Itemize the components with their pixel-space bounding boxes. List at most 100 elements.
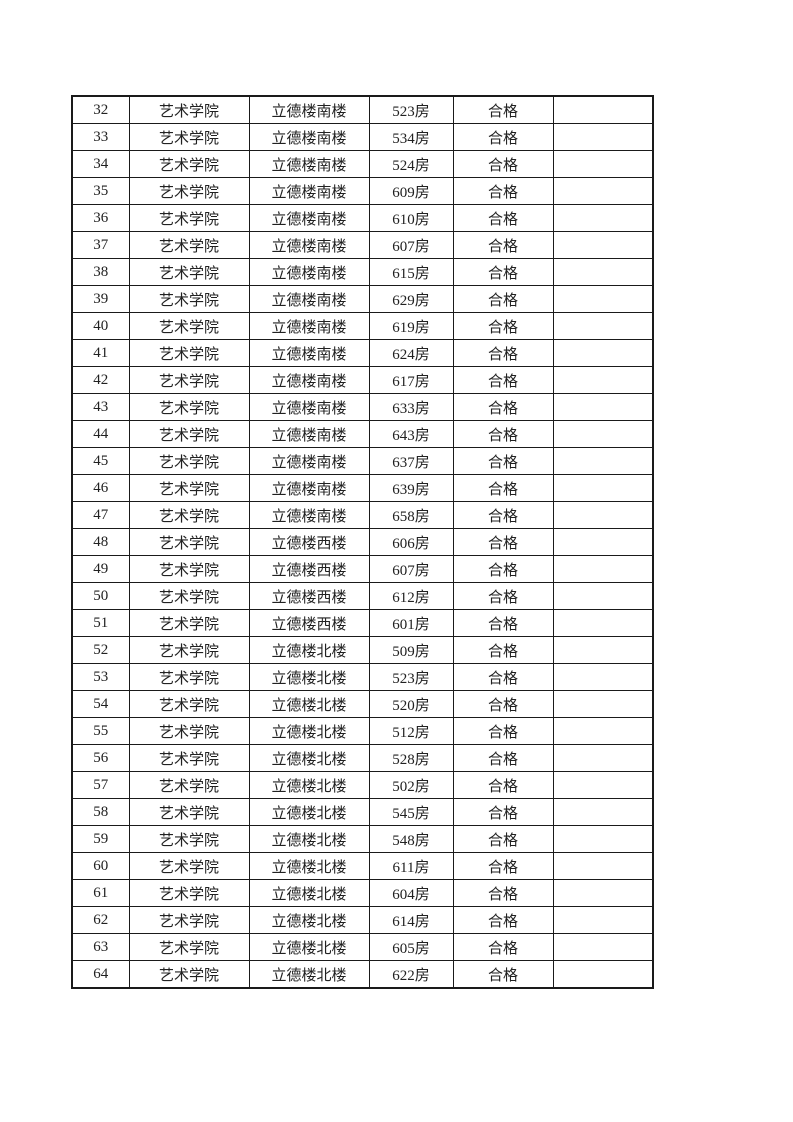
remark-cell [552, 906, 654, 934]
room-cell: 637房 [368, 447, 454, 475]
remark-cell [552, 852, 654, 880]
college-cell: 艺术学院 [128, 690, 250, 718]
building-cell: 立德楼北楼 [248, 771, 370, 799]
row-number-cell: 42 [71, 366, 130, 394]
college-cell: 艺术学院 [128, 771, 250, 799]
row-number-cell: 48 [71, 528, 130, 556]
building-cell: 立德楼北楼 [248, 852, 370, 880]
room-cell: 528房 [368, 744, 454, 772]
result-cell: 合格 [452, 960, 554, 989]
result-cell: 合格 [452, 231, 554, 259]
result-cell: 合格 [452, 204, 554, 232]
table-row: 61 艺术学院 立德楼北楼 604房 合格 [71, 879, 654, 907]
table-row: 38 艺术学院 立德楼南楼 615房 合格 [71, 258, 654, 286]
building-cell: 立德楼北楼 [248, 717, 370, 745]
building-cell: 立德楼北楼 [248, 825, 370, 853]
building-cell: 立德楼南楼 [248, 204, 370, 232]
row-number-cell: 51 [71, 609, 130, 637]
remark-cell [552, 312, 654, 340]
college-cell: 艺术学院 [128, 150, 250, 178]
remark-cell [552, 150, 654, 178]
remark-cell [552, 636, 654, 664]
remark-cell [552, 366, 654, 394]
building-cell: 立德楼南楼 [248, 258, 370, 286]
result-cell: 合格 [452, 771, 554, 799]
row-number-cell: 41 [71, 339, 130, 367]
row-number-cell: 49 [71, 555, 130, 583]
building-cell: 立德楼南楼 [248, 95, 370, 124]
row-number-cell: 55 [71, 717, 130, 745]
remark-cell [552, 339, 654, 367]
result-cell: 合格 [452, 744, 554, 772]
building-cell: 立德楼南楼 [248, 312, 370, 340]
table-row: 64 艺术学院 立德楼北楼 622房 合格 [71, 960, 654, 989]
result-cell: 合格 [452, 933, 554, 961]
building-cell: 立德楼南楼 [248, 393, 370, 421]
result-cell: 合格 [452, 717, 554, 745]
table-row: 34 艺术学院 立德楼南楼 524房 合格 [71, 150, 654, 178]
result-cell: 合格 [452, 312, 554, 340]
table-row: 48 艺术学院 立德楼西楼 606房 合格 [71, 528, 654, 556]
building-cell: 立德楼南楼 [248, 123, 370, 151]
building-cell: 立德楼西楼 [248, 582, 370, 610]
row-number-cell: 53 [71, 663, 130, 691]
building-cell: 立德楼北楼 [248, 933, 370, 961]
building-cell: 立德楼北楼 [248, 663, 370, 691]
building-cell: 立德楼南楼 [248, 231, 370, 259]
table-row: 55 艺术学院 立德楼北楼 512房 合格 [71, 717, 654, 745]
table-row: 54 艺术学院 立德楼北楼 520房 合格 [71, 690, 654, 718]
college-cell: 艺术学院 [128, 420, 250, 448]
room-cell: 609房 [368, 177, 454, 205]
remark-cell [552, 555, 654, 583]
building-cell: 立德楼南楼 [248, 150, 370, 178]
table-row: 51 艺术学院 立德楼西楼 601房 合格 [71, 609, 654, 637]
result-cell: 合格 [452, 393, 554, 421]
college-cell: 艺术学院 [128, 906, 250, 934]
room-cell: 606房 [368, 528, 454, 556]
row-number-cell: 60 [71, 852, 130, 880]
remark-cell [552, 798, 654, 826]
result-cell: 合格 [452, 825, 554, 853]
remark-cell [552, 474, 654, 502]
result-cell: 合格 [452, 177, 554, 205]
room-cell: 502房 [368, 771, 454, 799]
room-cell: 509房 [368, 636, 454, 664]
result-cell: 合格 [452, 879, 554, 907]
table-row: 57 艺术学院 立德楼北楼 502房 合格 [71, 771, 654, 799]
row-number-cell: 52 [71, 636, 130, 664]
table-row: 50 艺术学院 立德楼西楼 612房 合格 [71, 582, 654, 610]
table-row: 45 艺术学院 立德楼南楼 637房 合格 [71, 447, 654, 475]
result-cell: 合格 [452, 447, 554, 475]
college-cell: 艺术学院 [128, 933, 250, 961]
table-row: 43 艺术学院 立德楼南楼 633房 合格 [71, 393, 654, 421]
remark-cell [552, 447, 654, 475]
room-cell: 658房 [368, 501, 454, 529]
result-cell: 合格 [452, 906, 554, 934]
room-cell: 610房 [368, 204, 454, 232]
row-number-cell: 59 [71, 825, 130, 853]
room-cell: 534房 [368, 123, 454, 151]
result-cell: 合格 [452, 663, 554, 691]
room-cell: 643房 [368, 420, 454, 448]
college-cell: 艺术学院 [128, 285, 250, 313]
college-cell: 艺术学院 [128, 501, 250, 529]
remark-cell [552, 933, 654, 961]
remark-cell [552, 744, 654, 772]
row-number-cell: 47 [71, 501, 130, 529]
college-cell: 艺术学院 [128, 663, 250, 691]
room-cell: 615房 [368, 258, 454, 286]
table-row: 59 艺术学院 立德楼北楼 548房 合格 [71, 825, 654, 853]
table-row: 53 艺术学院 立德楼北楼 523房 合格 [71, 663, 654, 691]
result-cell: 合格 [452, 582, 554, 610]
table-row: 40 艺术学院 立德楼南楼 619房 合格 [71, 312, 654, 340]
result-cell: 合格 [452, 798, 554, 826]
row-number-cell: 40 [71, 312, 130, 340]
college-cell: 艺术学院 [128, 609, 250, 637]
table-row: 33 艺术学院 立德楼南楼 534房 合格 [71, 123, 654, 151]
college-cell: 艺术学院 [128, 825, 250, 853]
building-cell: 立德楼西楼 [248, 609, 370, 637]
college-cell: 艺术学院 [128, 177, 250, 205]
building-cell: 立德楼南楼 [248, 501, 370, 529]
college-cell: 艺术学院 [128, 852, 250, 880]
